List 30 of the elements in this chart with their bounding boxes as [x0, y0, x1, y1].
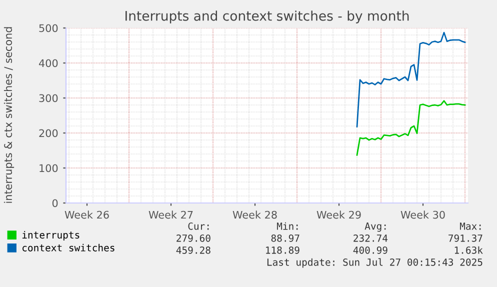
x-tick-label: Week 26 — [64, 210, 109, 219]
y-tick-label: 100 — [40, 164, 58, 172]
x-tick-label: Week 30 — [400, 210, 445, 219]
legend-label: context switches — [22, 244, 114, 252]
text: Last update: Sun Jul 27 00:15:43 2025 — [267, 258, 482, 268]
chart-title: Interrupts and context switches - by month — [126, 10, 409, 24]
text: Max: — [460, 222, 481, 230]
text: Min: — [276, 222, 298, 230]
x-tick-label: Week 27 — [148, 210, 193, 219]
line-series — [356, 100, 466, 156]
text: 400.99 — [353, 246, 388, 254]
text: 279.60 — [176, 234, 210, 242]
text: 118.89 — [266, 246, 300, 254]
text: 459.28 — [176, 246, 210, 254]
text: Cur: — [188, 222, 209, 230]
text: 232.74 — [354, 234, 388, 242]
text: 1.63k — [454, 246, 483, 254]
y-tick-label: 400 — [38, 59, 58, 68]
x-tick-label: Week 28 — [232, 210, 277, 219]
y-tick-label: 500 — [39, 24, 58, 32]
text: 88.97 — [271, 234, 300, 242]
y-tick-label: 0 — [52, 199, 58, 208]
y-tick-label: 200 — [39, 129, 58, 138]
text: 791.37 — [448, 234, 482, 242]
x-tick-label: Week 29 — [316, 210, 361, 219]
legend-label: interrupts — [22, 231, 80, 240]
line-series — [356, 32, 466, 128]
y-tick-label: 300 — [39, 94, 58, 102]
y-axis-title: interrupts & ctx switches / second — [4, 27, 14, 203]
text: Avg: — [364, 222, 386, 232]
